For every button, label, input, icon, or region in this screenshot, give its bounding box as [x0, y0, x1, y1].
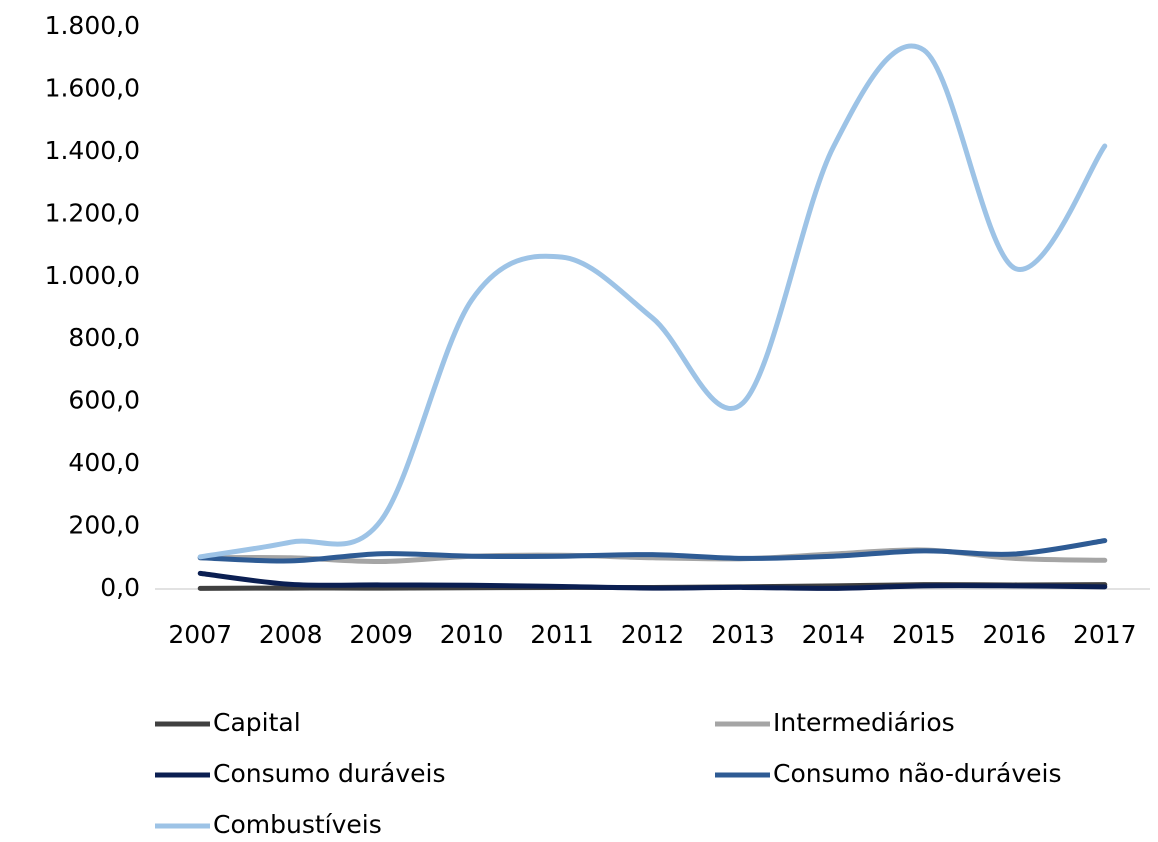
x-tick-label: 2010 [440, 620, 504, 649]
y-tick-label: 1.200,0 [45, 198, 140, 227]
x-tick-label: 2016 [983, 620, 1047, 649]
x-tick-label: 2007 [168, 620, 232, 649]
legend-label: Intermediários [773, 708, 955, 737]
y-tick-label: 800,0 [68, 323, 140, 352]
y-tick-label: 200,0 [68, 511, 140, 540]
y-tick-label: 1.600,0 [45, 73, 140, 102]
y-tick-label: 1.000,0 [45, 261, 140, 290]
x-tick-label: 2017 [1073, 620, 1137, 649]
legend-label: Capital [213, 708, 301, 737]
x-tick-label: 2011 [530, 620, 594, 649]
x-tick-label: 2009 [349, 620, 413, 649]
y-tick-label: 1.800,0 [45, 11, 140, 40]
x-tick-label: 2012 [621, 620, 685, 649]
series-line [197, 570, 1108, 591]
series-line [197, 538, 1108, 564]
x-tick-label: 2013 [711, 620, 775, 649]
x-tick-label: 2008 [259, 620, 323, 649]
y-tick-label: 1.400,0 [45, 136, 140, 165]
legend-label: Consumo duráveis [213, 759, 446, 788]
y-tick-label: 600,0 [68, 386, 140, 415]
y-tick-label: 0,0 [100, 573, 140, 602]
x-tick-label: 2015 [892, 620, 956, 649]
legend-label: Combustíveis [213, 810, 382, 839]
x-tick-label: 2014 [802, 620, 866, 649]
y-tick-label: 400,0 [68, 448, 140, 477]
series-line [197, 43, 1108, 560]
legend-label: Consumo não-duráveis [773, 759, 1061, 788]
